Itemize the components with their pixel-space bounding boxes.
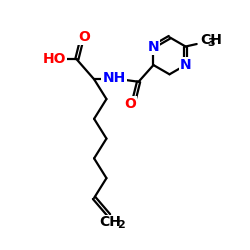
Text: O: O [124, 97, 136, 111]
Text: HO: HO [43, 52, 66, 66]
Text: CH: CH [200, 33, 222, 47]
Text: NH: NH [102, 71, 126, 85]
Text: O: O [78, 30, 90, 44]
Text: CH: CH [99, 215, 121, 229]
Text: 2: 2 [117, 220, 125, 230]
Text: N: N [148, 40, 159, 54]
Text: 3: 3 [207, 38, 215, 48]
Text: N: N [180, 58, 191, 72]
